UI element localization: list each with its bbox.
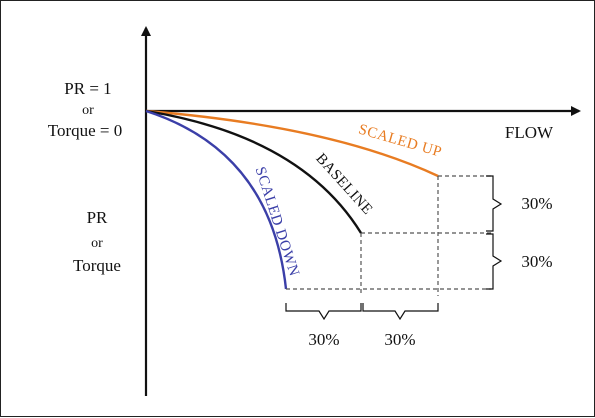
x-label-flow: FLOW [505, 123, 554, 142]
dimension-vertical-upper: 30% [521, 194, 552, 213]
brace-right [362, 303, 439, 321]
y-label-torque-equals-0: Torque = 0 [48, 121, 123, 140]
dimension-horizontal-left: 30% [308, 330, 339, 349]
baseline-curve [145, 109, 363, 234]
y-label-torque: Torque [73, 256, 121, 275]
y-label-or-mid: or [91, 236, 103, 251]
scaled-down-label: SCALED DOWN [252, 165, 303, 279]
brace-left [285, 303, 362, 321]
scaled-up-label: SCALED UP [357, 122, 444, 161]
y-label-pr: PR [87, 208, 108, 227]
dimension-vertical-lower: 30% [521, 252, 552, 271]
brace-lower [486, 233, 503, 290]
dashed-guides [286, 175, 491, 296]
y-label-pr-equals-1: PR = 1 [64, 79, 111, 98]
brace-upper [486, 175, 503, 232]
y-label-or-top: or [82, 103, 94, 118]
scaled-up-curve [145, 109, 439, 178]
dimension-horizontal-right: 30% [384, 330, 415, 349]
scaled-down-curve [145, 109, 288, 290]
